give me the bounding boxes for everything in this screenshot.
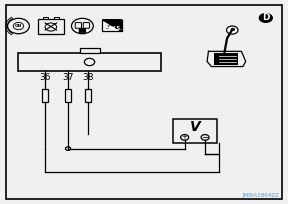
Circle shape xyxy=(259,13,273,23)
FancyBboxPatch shape xyxy=(173,119,217,143)
Bar xyxy=(103,20,122,31)
FancyBboxPatch shape xyxy=(83,23,90,28)
Text: 37: 37 xyxy=(62,73,74,82)
Circle shape xyxy=(231,28,235,31)
Bar xyxy=(65,89,71,102)
Text: 38: 38 xyxy=(82,73,94,82)
Text: D: D xyxy=(262,13,270,22)
Bar xyxy=(85,89,91,102)
Text: V: V xyxy=(190,120,200,134)
Text: 36: 36 xyxy=(39,73,51,82)
Text: H.S.: H.S. xyxy=(110,26,122,31)
Text: +: + xyxy=(182,134,187,140)
FancyBboxPatch shape xyxy=(18,53,161,71)
Text: ☞: ☞ xyxy=(105,24,111,30)
FancyBboxPatch shape xyxy=(79,48,100,53)
Circle shape xyxy=(227,26,238,34)
Circle shape xyxy=(65,147,71,150)
FancyBboxPatch shape xyxy=(75,23,82,28)
FancyBboxPatch shape xyxy=(79,29,86,33)
FancyBboxPatch shape xyxy=(38,19,64,34)
Bar xyxy=(42,89,48,102)
Text: JMBIA1864ZZ: JMBIA1864ZZ xyxy=(242,193,279,198)
Text: ON: ON xyxy=(15,24,22,28)
FancyBboxPatch shape xyxy=(6,5,282,199)
FancyBboxPatch shape xyxy=(214,53,238,65)
Polygon shape xyxy=(103,20,122,31)
Text: −: − xyxy=(202,133,209,142)
